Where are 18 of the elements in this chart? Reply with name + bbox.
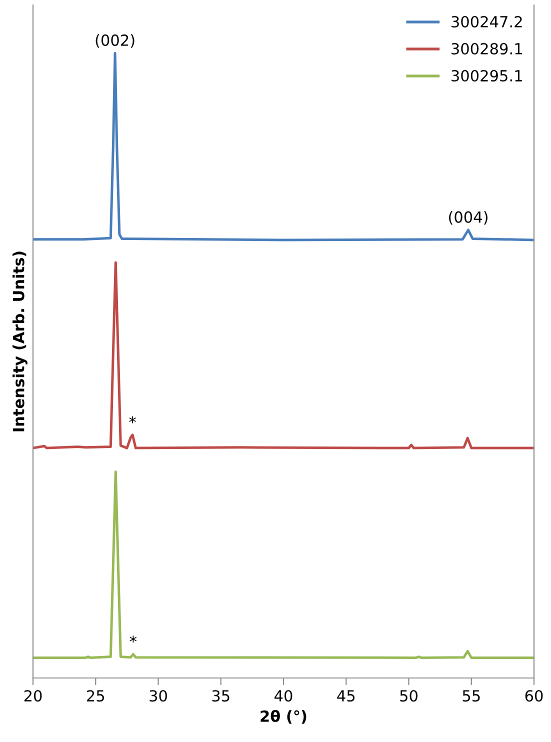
annotation: (002) xyxy=(96,34,134,48)
legend-label: 300295.1 xyxy=(452,70,522,82)
x-tick-label: 50 xyxy=(400,690,418,702)
x-tick-label: 30 xyxy=(150,690,167,702)
x-tick-label: 40 xyxy=(274,690,292,702)
legend-label: 300247.2 xyxy=(452,16,522,28)
x-tick-label: 45 xyxy=(337,690,355,702)
x-tick-label: 25 xyxy=(87,690,104,702)
x-tick-label: 60 xyxy=(525,690,543,702)
x-tick-label: 20 xyxy=(24,690,42,702)
annotation: * xyxy=(129,416,136,424)
x-tick-label: 55 xyxy=(462,690,480,702)
annotation: * xyxy=(130,636,137,643)
x-tick-label: 35 xyxy=(212,690,230,702)
annotation: (004) xyxy=(449,211,488,225)
x-axis-title: 2θ (°) xyxy=(260,710,306,724)
y-axis-title: Intensity (Arb. Units) xyxy=(12,252,28,432)
legend-label: 300289.1 xyxy=(452,42,522,55)
